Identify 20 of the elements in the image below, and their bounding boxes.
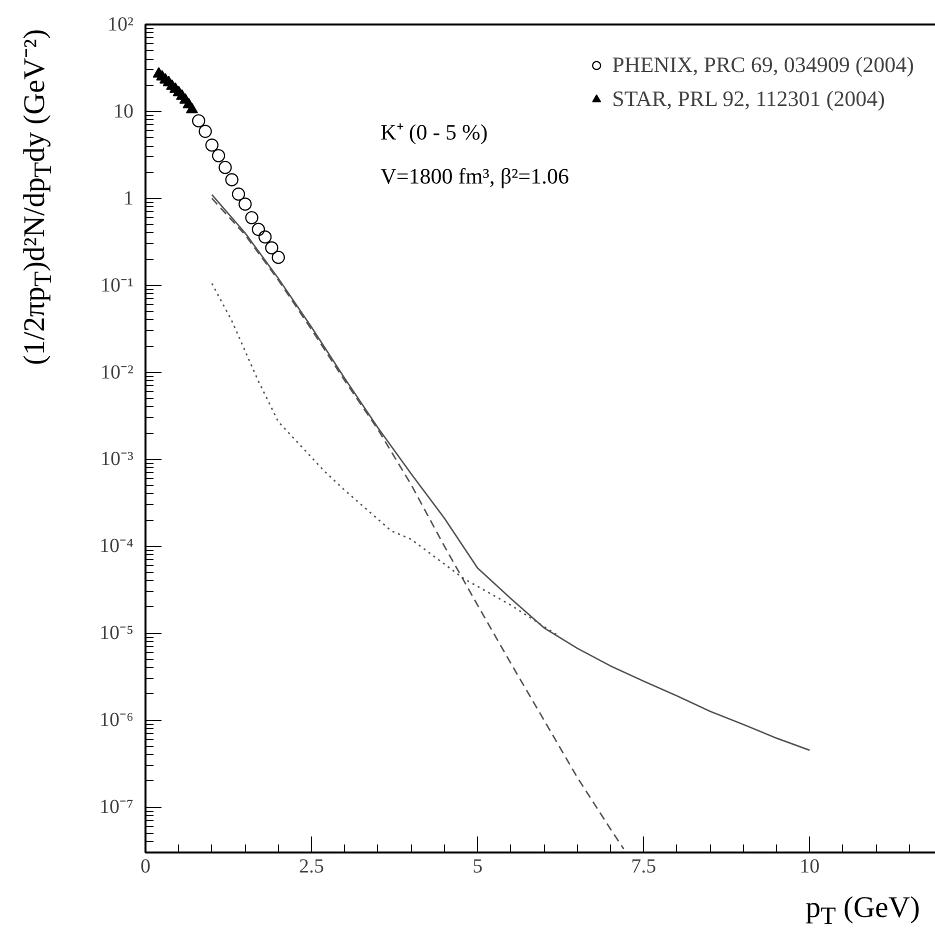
y-tick-label: 10⁻⁵ [100,622,134,644]
annotation: K⁺ (0 - 5 %) [380,120,488,144]
y-tick-label: 10⁻⁶ [100,709,134,732]
x-tick-label: 10 [800,856,820,878]
x-tick-label: 2.5 [299,856,324,878]
annotation: V=1800 fm³, β²=1.06 [380,164,570,188]
y-tick-label: 10⁻⁴ [100,535,134,558]
x-tick-label: 0 [140,856,150,878]
y-tick-label: 10² [108,14,134,36]
y-tick-label: 1 [124,187,134,210]
x-tick-label: 5 [472,856,483,878]
y-tick-label: 10⁻² [100,361,134,384]
x-tick-label: 7.5 [631,856,656,878]
legend-label: STAR, PRL 92, 112301 (2004) [612,86,885,112]
y-tick-label: 10⁻³ [100,448,134,470]
y-tick-label: 10 [114,100,134,122]
legend-label: PHENIX, PRC 69, 034909 (2004) [612,52,914,78]
y-tick-label: 10⁻¹ [100,274,134,296]
x-axis-title: p$_{T}$ (GeV) [804,890,920,932]
y-tick-label: 10⁻⁷ [100,796,134,818]
